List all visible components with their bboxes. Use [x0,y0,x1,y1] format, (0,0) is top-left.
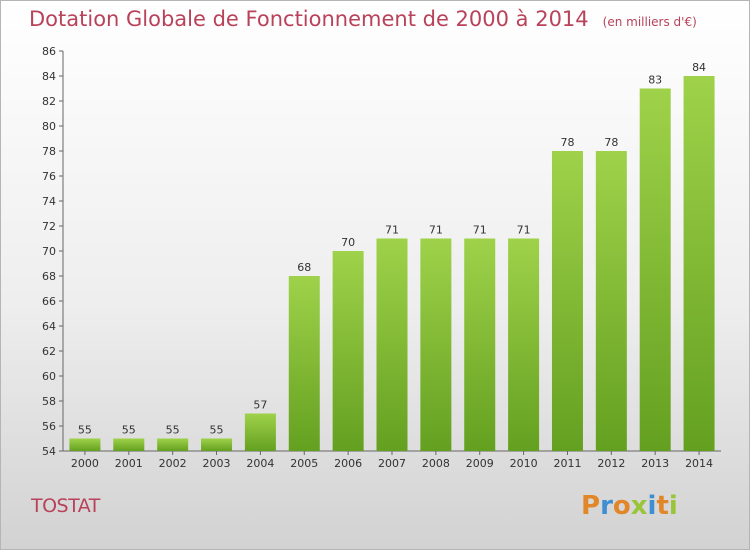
commune-name: TOSTAT [31,495,100,517]
x-tick-label: 2006 [334,457,362,470]
x-tick-label: 2011 [553,457,581,470]
x-tick-label: 2001 [115,457,143,470]
logo-letter: r [600,491,613,521]
x-tick-label: 2000 [71,457,99,470]
x-tick-label: 2014 [685,457,713,470]
logo-letter: P [581,491,601,521]
bar [376,238,408,451]
bar [332,251,364,451]
bar [420,238,452,451]
proxiti-logo: Proxiti [581,491,678,521]
y-tick-label: 58 [42,395,56,408]
logo-letter: i [647,491,657,521]
bar [69,438,101,451]
bar [201,438,233,451]
y-tick-label: 62 [42,345,56,358]
bar [244,413,276,451]
y-tick-label: 76 [42,170,56,183]
bar [113,438,145,451]
bar-value-label: 83 [648,74,662,87]
y-tick-label: 68 [42,270,56,283]
x-tick-label: 2002 [159,457,187,470]
x-tick-label: 2009 [466,457,494,470]
y-tick-label: 74 [42,195,56,208]
x-tick-label: 2003 [203,457,231,470]
bar-value-label: 68 [297,261,311,274]
x-tick-label: 2005 [290,457,318,470]
bar-value-label: 55 [122,424,136,437]
x-tick-label: 2004 [246,457,274,470]
bar-value-label: 71 [429,224,443,237]
y-tick-label: 80 [42,120,56,133]
bar-value-label: 84 [692,61,706,74]
y-tick-label: 78 [42,145,56,158]
axes: 54 56 58 60 62 64 66 68 70 72 74 76 78 80 82 84 86 2000 20… [42,45,721,470]
bar [639,88,671,451]
y-tick-label: 86 [42,45,56,58]
y-tick-label: 60 [42,370,56,383]
y-tick-label: 70 [42,245,56,258]
bar-value-label: 78 [560,136,574,149]
bar-value-label: 71 [473,224,487,237]
value-labels: 55 55 55 55 57 68 70 71 71 71 71 78 78 83 84 [78,61,706,437]
bar-value-label: 71 [517,224,531,237]
bar-value-label: 55 [210,424,224,437]
bar [288,276,320,451]
bar-value-label: 57 [253,399,267,412]
bar-value-label: 78 [604,136,618,149]
chart-subtitle: (en milliers d'€) [602,15,697,29]
y-tick-label: 66 [42,295,56,308]
bar [464,238,496,451]
y-tick-label: 72 [42,220,56,233]
bar [157,438,189,451]
logo-letter: o [612,491,631,521]
bar-value-label: 55 [166,424,180,437]
logo-letter: i [668,491,678,521]
bar-value-label: 55 [78,424,92,437]
y-tick-label: 84 [42,70,56,83]
bar-value-label: 70 [341,236,355,249]
bars [69,76,715,451]
bar [508,238,540,451]
chart-title-text: Dotation Globale de Fonctionnement de 20… [29,7,589,31]
bar [683,76,715,451]
y-tick-label: 64 [42,320,56,333]
bar-value-label: 71 [385,224,399,237]
bar [595,151,627,451]
y-tick-label: 82 [42,95,56,108]
chart-title: Dotation Globale de Fonctionnement de 20… [29,7,697,31]
x-tick-label: 2010 [510,457,538,470]
bar [551,151,583,451]
logo-letter: t [656,491,669,521]
logo-letter: x [630,491,648,521]
x-tick-label: 2013 [641,457,669,470]
y-tick-label: 54 [42,445,56,458]
x-tick-label: 2007 [378,457,406,470]
x-tick-label: 2012 [597,457,625,470]
x-tick-label: 2008 [422,457,450,470]
y-tick-label: 56 [42,420,56,433]
